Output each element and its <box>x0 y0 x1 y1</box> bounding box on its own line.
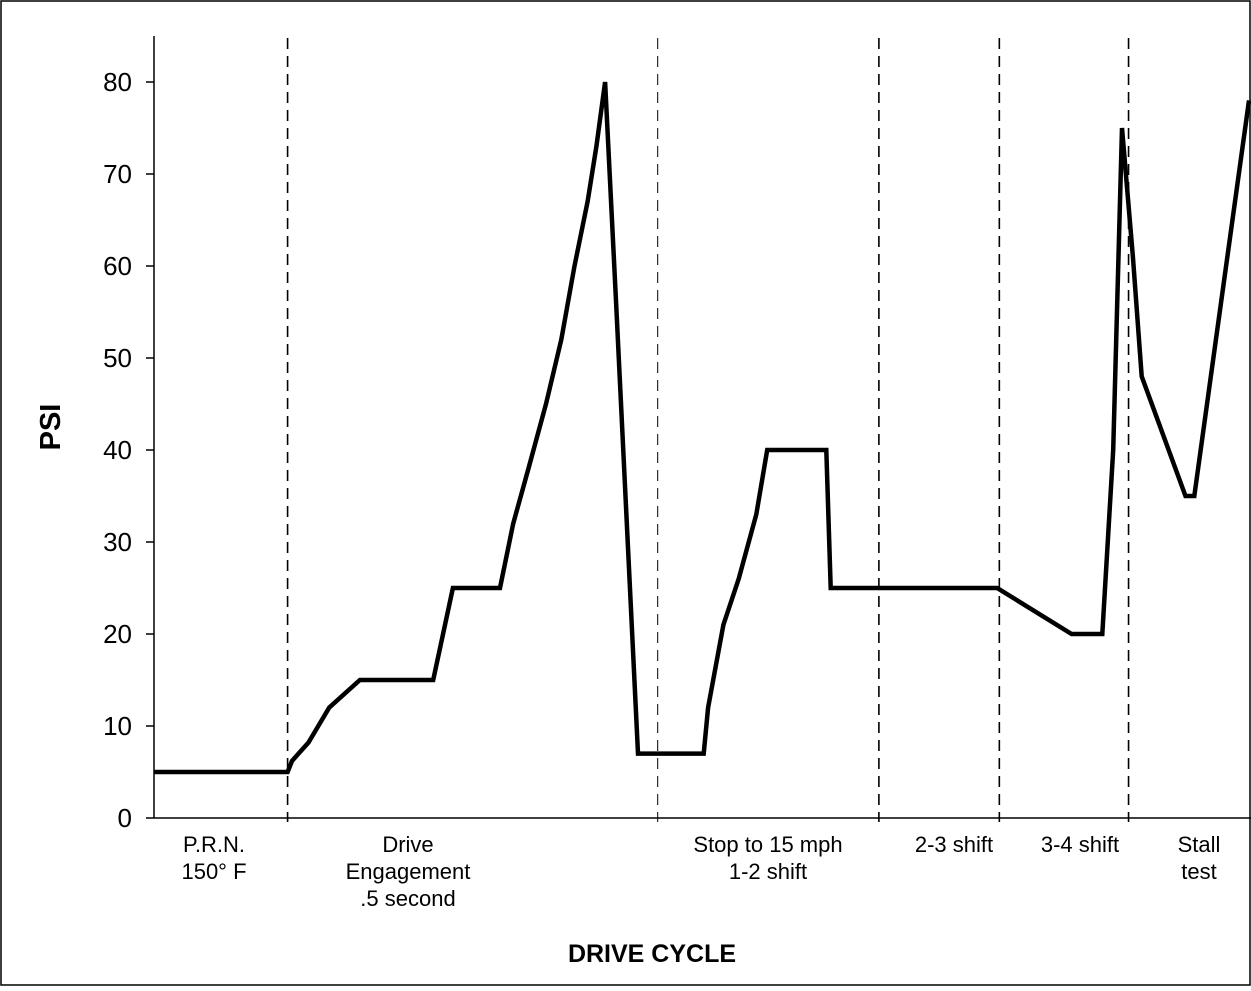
y-tick-label: 10 <box>103 711 132 741</box>
segment-label: test <box>1181 859 1216 884</box>
series-lines <box>154 81 1251 775</box>
y-tick-label: 80 <box>103 67 132 97</box>
segment-label: Stop to 15 mph <box>693 832 842 857</box>
y-axis-label: PSI <box>35 404 67 451</box>
segment-label: 1-2 shift <box>729 859 807 884</box>
pressure-line <box>154 81 1251 775</box>
y-tick-label: 50 <box>103 343 132 373</box>
segment-label: .5 second <box>360 886 455 911</box>
y-tick-label: 40 <box>103 435 132 465</box>
segment-label: 150° F <box>181 859 246 884</box>
segment-label: Stall <box>1178 832 1221 857</box>
segment-label: Drive <box>382 832 433 857</box>
segment-label: Engagement <box>346 859 471 884</box>
segment-dividers <box>286 38 1130 822</box>
y-tick-label: 60 <box>103 251 132 281</box>
x-axis-label: DRIVE CYCLE <box>568 940 736 968</box>
y-tick-label: 30 <box>103 527 132 557</box>
y-tick-label: 20 <box>103 619 132 649</box>
segment-label: P.R.N. <box>183 832 245 857</box>
y-tick-label: 70 <box>103 159 132 189</box>
segment-label: 3-4 shift <box>1041 832 1119 857</box>
y-ticks: 0 10 20 30 40 50 60 70 80 <box>103 67 154 833</box>
segment-label: 2-3 shift <box>915 832 993 857</box>
y-tick-label: 0 <box>118 803 132 833</box>
